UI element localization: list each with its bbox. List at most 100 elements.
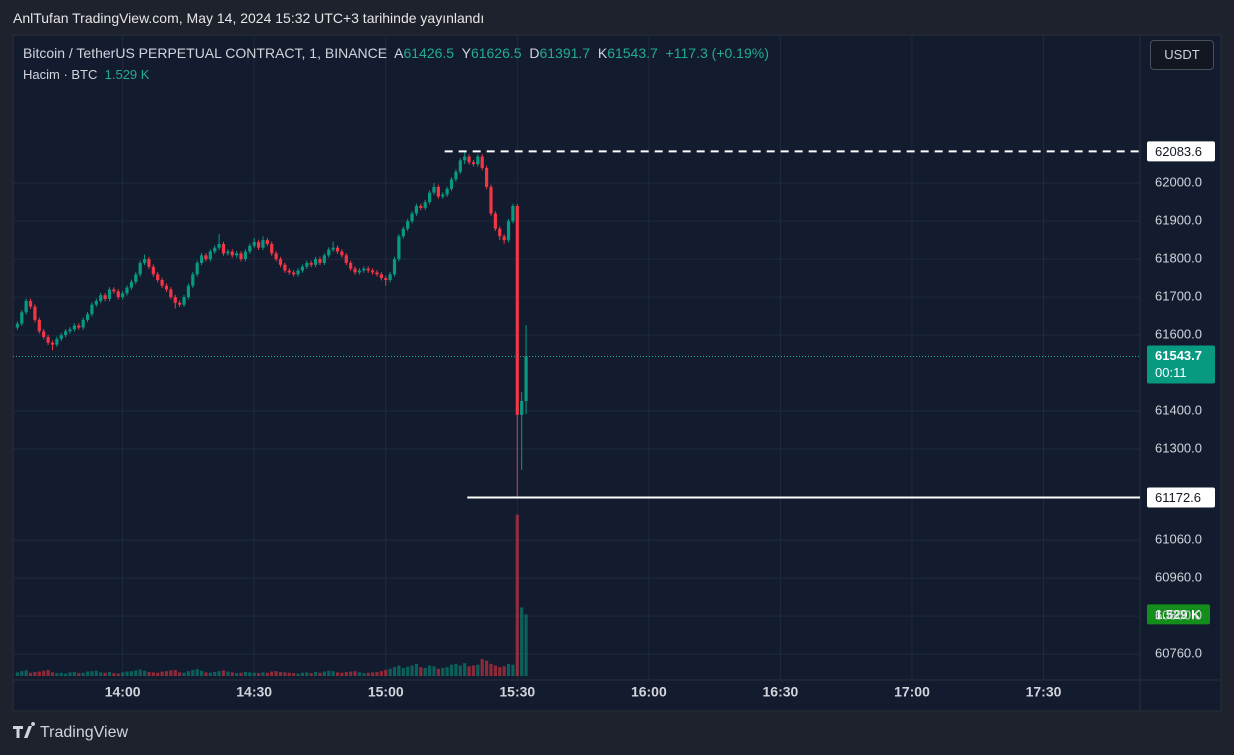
symbol-title: Bitcoin / TetherUS PERPETUAL CONTRACT, 1… (23, 45, 388, 61)
volume-bar (432, 666, 436, 676)
volume-bar (77, 673, 81, 676)
y-tick-label: 61300.0 (1155, 440, 1202, 455)
candle-body (103, 295, 107, 300)
candle-body (217, 243, 221, 248)
volume-bar (414, 663, 419, 676)
candle-body (511, 205, 515, 222)
volume-bar (283, 672, 287, 676)
candle-body (287, 270, 291, 273)
volume-bar (401, 667, 405, 676)
volume-bar (169, 670, 173, 676)
candle-body (221, 243, 226, 254)
candle-body (432, 186, 436, 193)
volume-bar (370, 672, 375, 676)
volume-bar (164, 671, 169, 676)
volume-bar (230, 672, 234, 676)
volume-bar (427, 665, 432, 676)
candle-body (344, 255, 348, 263)
volume-bar (99, 672, 103, 676)
volume-bar (24, 670, 28, 676)
volume-bar (331, 671, 335, 676)
volume-bar (520, 607, 524, 676)
y-tick-label: 61060.0 (1155, 532, 1202, 547)
candle-body (454, 171, 458, 180)
candle-body (85, 314, 90, 320)
volume-bar (489, 663, 493, 676)
candle-body (112, 289, 116, 292)
candle-body (471, 162, 476, 165)
volume-bar (340, 672, 344, 676)
volume-bar (37, 671, 41, 676)
last-price-box (1147, 345, 1215, 384)
volume-bar (335, 672, 340, 676)
volume-bar (64, 673, 68, 676)
volume-bar (322, 671, 326, 676)
candle-body (357, 270, 362, 273)
y-tick-label: 61800.0 (1155, 251, 1202, 266)
volume-bar (300, 672, 305, 676)
candle-body (33, 306, 37, 320)
candle-body (463, 156, 467, 161)
candle-body (485, 167, 489, 187)
brand: TradingView (40, 724, 129, 741)
candle-body (195, 262, 199, 275)
candle-body (397, 236, 401, 260)
x-tick-label: 17:00 (894, 684, 930, 700)
volume-bar (375, 671, 379, 676)
volume-bar (55, 673, 59, 676)
ohlc-value: 61391.7 (539, 45, 591, 61)
candle-body (107, 289, 112, 300)
volume-bar (81, 672, 85, 676)
candle-body (64, 331, 68, 336)
volume-bar (204, 672, 208, 676)
high-label: 62083.6 (1155, 144, 1202, 159)
currency-button[interactable]: USDT (1150, 40, 1214, 70)
candle-body (370, 270, 375, 273)
candle-body (125, 287, 129, 294)
volume-bar (463, 663, 467, 676)
candle-body (318, 259, 322, 263)
volume-bar (305, 672, 309, 676)
volume-bar (160, 671, 164, 676)
ohlc-value: 61543.7 (607, 45, 658, 61)
candle-body (81, 319, 85, 328)
candle-body (90, 304, 94, 315)
volume-bar (221, 670, 226, 676)
candle-body (99, 295, 103, 301)
candle-body (520, 400, 524, 415)
candle-body (436, 186, 440, 197)
volume-bar (226, 671, 230, 676)
volume-bar (46, 669, 50, 676)
candle-body (384, 278, 388, 281)
volume-bar (344, 671, 348, 676)
candle-body (353, 268, 357, 273)
candle-body (414, 205, 419, 214)
candle-body (248, 245, 252, 252)
volume-bar (199, 670, 204, 676)
candle-body (270, 243, 274, 254)
volume-bar (68, 672, 72, 676)
candle-body (20, 312, 24, 324)
candle-body (502, 236, 506, 241)
candle-body (388, 274, 392, 281)
candle-body (77, 325, 81, 328)
candle-body (59, 335, 63, 339)
volume-bar (318, 672, 322, 676)
candle-body (278, 259, 283, 265)
volume-bar (366, 672, 370, 676)
volume-bar (112, 673, 116, 676)
candle-body (427, 192, 432, 203)
candle-body (292, 272, 296, 275)
candle-body (300, 266, 305, 271)
volume-bar (384, 669, 388, 676)
candle-body (178, 302, 182, 305)
volume-bar (121, 672, 125, 676)
volume-bar (419, 667, 423, 676)
volume-bar (195, 669, 199, 676)
volume-bar (388, 668, 392, 676)
candle-body (406, 221, 410, 229)
low-label: 61172.6 (1155, 490, 1201, 505)
volume-bar (410, 665, 414, 676)
brand-logo (13, 722, 36, 738)
